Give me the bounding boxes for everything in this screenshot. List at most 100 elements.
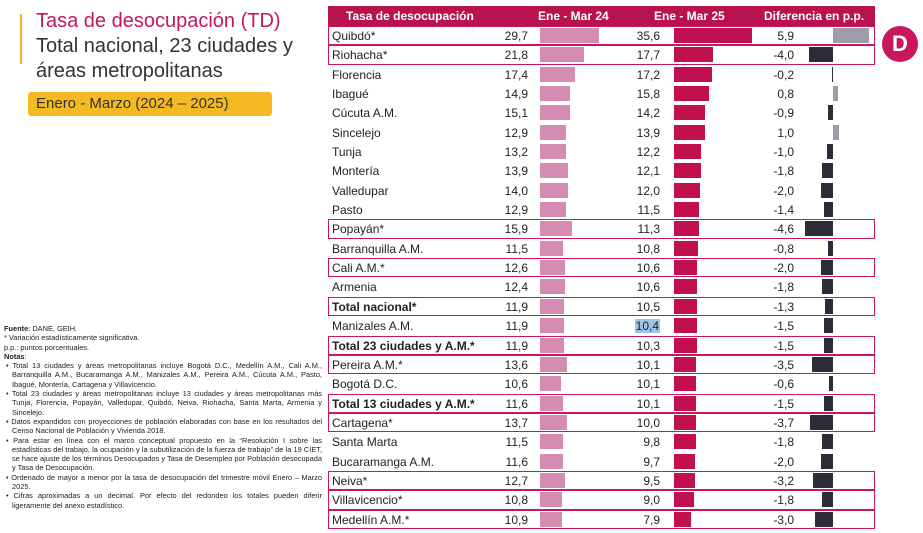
city-label: Pasto (332, 203, 363, 218)
bar-diff (824, 202, 833, 218)
value-diff: -1,8 (773, 280, 794, 295)
bar-diff (831, 66, 833, 82)
bar-2025 (674, 395, 697, 411)
value-diff: -0,6 (773, 377, 794, 392)
bar-2025 (674, 376, 697, 392)
value-2024: 13,6 (504, 357, 528, 372)
bar-2025 (674, 492, 694, 508)
note-item: • Datos expandidos con proyecciones de p… (6, 416, 322, 436)
table-body: Quibdó* 29,7 35,6 5,9 Riohacha* 21,8 17,7 -4,0 F… (328, 26, 875, 529)
value-2025: 10,3 (636, 338, 660, 353)
value-diff: 0,8 (777, 87, 794, 102)
value-diff: -0,2 (773, 67, 794, 82)
table-header: Tasa de desocupación Ene - Mar 24 Ene - … (328, 6, 875, 26)
value-2024: 15,1 (504, 106, 528, 121)
value-2025: 12,2 (636, 145, 660, 160)
city-label: Manizales A.M. (332, 319, 414, 334)
note-item: • Cifras aproximadas a un decimal. Por e… (6, 491, 322, 510)
value-diff: -1,0 (773, 145, 794, 160)
bar-2024 (540, 414, 568, 430)
value-2024: 10,8 (504, 493, 528, 508)
value-2025: 10,0 (636, 415, 660, 430)
bar-2024 (540, 356, 568, 372)
bar-2025 (674, 28, 753, 43)
pp-note: p.p.: puntos porcentuales. (4, 342, 90, 352)
city-label: Total nacional* (332, 299, 417, 314)
table-row: Medellín A.M.* 10,9 7,9 -3,0 (328, 509, 875, 529)
bar-diff (820, 182, 833, 198)
bar-2024 (540, 434, 563, 450)
bar-2024 (540, 279, 565, 295)
bar-2024 (540, 221, 572, 237)
city-label: Medellín A.M.* (332, 512, 410, 527)
value-diff: -3,5 (773, 357, 794, 372)
table-row: Pereira A.M.* 13,6 10,1 -3,5 (328, 354, 875, 375)
bar-2024 (540, 395, 564, 411)
table-row: Popayán* 15,9 11,3 -4,6 (328, 219, 875, 239)
bar-2025 (674, 86, 709, 102)
bar-diff (804, 221, 833, 237)
bar-2024 (540, 453, 564, 469)
value-2025-highlight[interactable]: 10,4 (634, 319, 660, 334)
value-diff: 5,9 (777, 29, 794, 43)
bar-2025 (674, 202, 700, 218)
bar-2025 (674, 511, 692, 527)
header-city: Tasa de desocupación (346, 9, 474, 23)
bar-2024 (540, 163, 568, 179)
bar-diff (823, 318, 833, 334)
table-row: Total 23 ciudades y A.M.* 11,9 10,3 -1,5 (328, 335, 875, 355)
bar-diff (810, 414, 833, 430)
table-row: Barranquilla A.M. 11,5 10,8 -0,8 (328, 239, 875, 258)
city-label: Pereira A.M.* (332, 357, 403, 372)
bar-2025 (674, 279, 698, 295)
value-2025: 9,5 (643, 473, 660, 488)
bar-diff (822, 163, 833, 179)
city-label: Cali A.M.* (332, 261, 385, 276)
value-2024: 11,9 (505, 338, 528, 353)
value-2024: 15,9 (504, 222, 528, 237)
bar-2025 (674, 318, 697, 334)
value-2024: 13,7 (504, 415, 528, 430)
value-diff: -1,8 (773, 435, 794, 450)
page-title: Tasa de desocupación (TD) Total nacional… (36, 9, 326, 84)
value-diff: -0,8 (773, 241, 794, 256)
bar-diff (822, 434, 833, 450)
value-2024: 14,9 (504, 87, 528, 102)
city-label: Bogotá D.C. (332, 377, 398, 392)
value-2024: 13,2 (504, 145, 528, 160)
value-2025: 9,7 (643, 454, 660, 469)
table-row: Santa Marta 11,5 9,8 -1,8 (328, 432, 875, 451)
table-row: Villavicencio* 10,8 9,0 -1,8 (328, 490, 875, 510)
city-label: Valledupar (332, 183, 389, 198)
city-label: Sincelejo (332, 125, 381, 140)
bar-diff (811, 356, 833, 372)
value-diff: -2,0 (773, 183, 794, 198)
bar-diff (833, 86, 838, 102)
city-label: Total 23 ciudades y A.M.* (332, 338, 475, 353)
bar-2024 (540, 28, 600, 43)
city-label: Cúcuta A.M. (332, 106, 398, 121)
header-2024: Ene - Mar 24 (538, 9, 609, 23)
table-row: Bogotá D.C. 10,6 10,1 -0,6 (328, 374, 875, 393)
note-item: • Ordenado de mayor a menor por la tasa … (6, 472, 322, 492)
value-2024: 10,9 (504, 512, 528, 527)
value-2024: 11,5 (505, 241, 528, 256)
bar-diff (828, 240, 833, 256)
value-diff: -3,2 (773, 473, 794, 488)
bar-2024 (540, 492, 562, 508)
bar-2025 (674, 453, 696, 469)
value-2024: 13,9 (504, 164, 528, 179)
table-row: Total 13 ciudades y A.M.* 11,6 10,1 -1,5 (328, 393, 875, 413)
source-text: : DANE, GEIH. (28, 324, 78, 333)
value-2025: 11,5 (637, 203, 660, 218)
table-row: Cali A.M.* 12,6 10,6 -2,0 (328, 258, 875, 278)
value-2025: 10,1 (636, 377, 660, 392)
value-2024: 11,6 (505, 396, 528, 411)
value-2025: 17,7 (636, 48, 660, 63)
value-diff: -1,8 (773, 164, 794, 179)
bar-2024 (540, 376, 562, 392)
value-2025: 10,5 (636, 299, 660, 314)
value-2025: 12,1 (636, 164, 660, 179)
bar-2024 (540, 47, 584, 63)
table-row: Florencia 17,4 17,2 -0,2 (328, 65, 875, 84)
